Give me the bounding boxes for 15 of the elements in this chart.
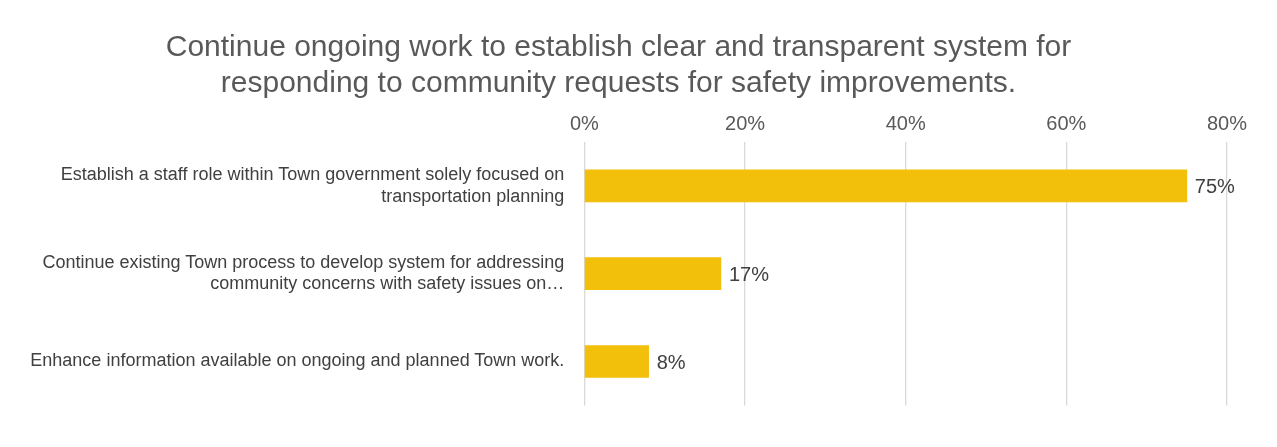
bar: [584, 345, 649, 378]
x-tick-label: 0%: [569, 111, 600, 134]
bar: [584, 257, 722, 291]
x-tick-label: 40%: [885, 111, 926, 134]
x-tick-label: 80%: [1206, 111, 1248, 134]
data-label: 17%: [728, 263, 770, 286]
bar: [584, 169, 1188, 203]
chart-title: Continue ongoing work to establish clear and transparent system for responding to community requests for safety improvements.: [165, 29, 1072, 99]
x-tick-label: 20%: [725, 111, 766, 134]
x-tick-label: 60%: [1046, 111, 1087, 134]
y-tick-label: Enhance information available on ongoing and planned Town work.: [30, 350, 565, 371]
data-label: 8%: [656, 351, 686, 374]
y-tick-label: Continue existing Town process to develop system for addressing community concerns with safety issues on…: [42, 251, 565, 294]
y-tick-label: Establish a staff role within Town government solely focused on transportation planning: [60, 164, 565, 206]
data-label: 75%: [1194, 175, 1236, 198]
